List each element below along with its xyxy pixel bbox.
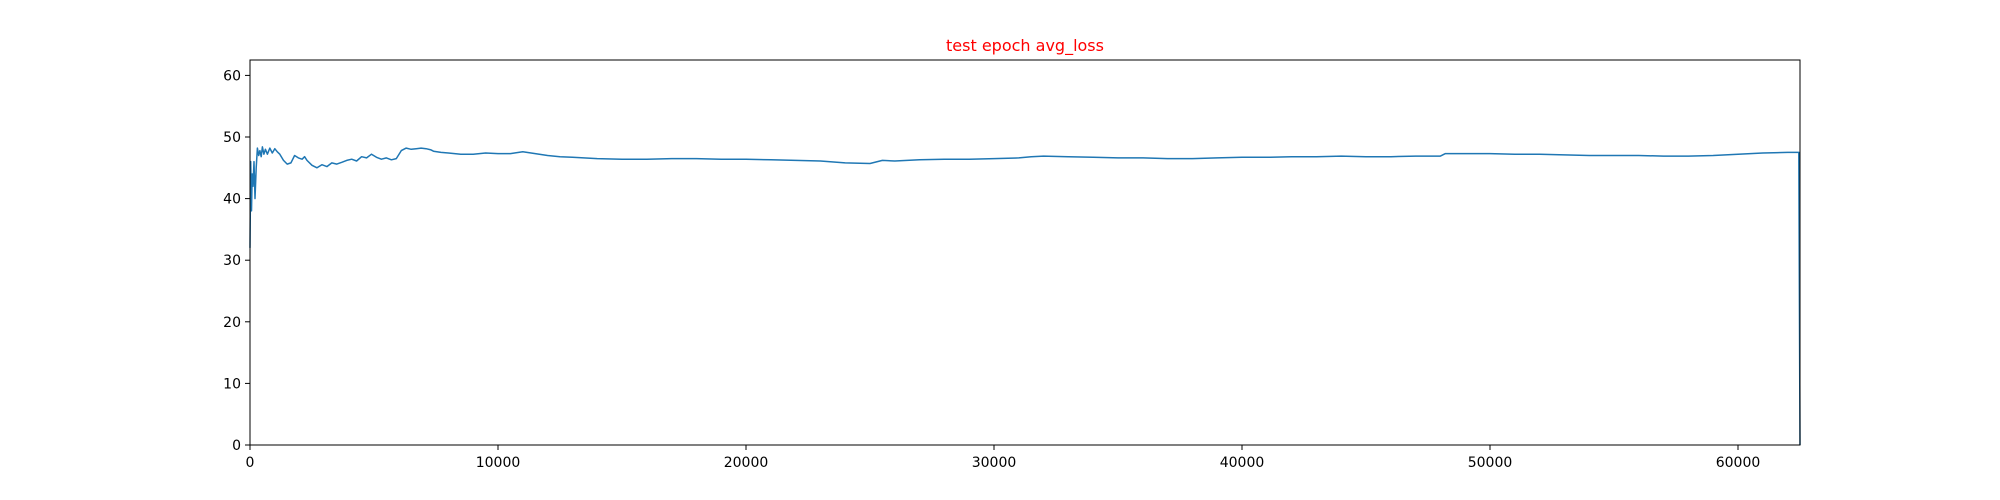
x-tick-label: 40000 <box>1220 455 1265 471</box>
y-tick-label: 20 <box>223 315 241 331</box>
y-tick-label: 50 <box>223 130 241 146</box>
y-tick-label: 30 <box>223 253 241 269</box>
series-layer <box>249 146 1801 446</box>
plot-frame <box>249 59 1801 446</box>
y-tick-label: 10 <box>223 376 241 392</box>
y-tick-label: 40 <box>223 192 241 208</box>
axes-layer: 0 10000 20000 30000 40000 50000 60000 0 10 20 30 40… <box>223 59 1801 471</box>
x-tick-label: 30000 <box>972 455 1017 471</box>
series-line-0 <box>249 146 1801 446</box>
x-tick-label: 10000 <box>476 455 521 471</box>
chart-title: test epoch avg_loss <box>946 36 1104 56</box>
y-tick-label: 0 <box>232 438 241 454</box>
x-tick-label: 0 <box>246 455 255 471</box>
y-tick-label: 60 <box>223 68 241 84</box>
x-tick-label: 20000 <box>724 455 769 471</box>
x-tick-label: 50000 <box>1468 455 1513 471</box>
x-tick-label: 60000 <box>1716 455 1761 471</box>
